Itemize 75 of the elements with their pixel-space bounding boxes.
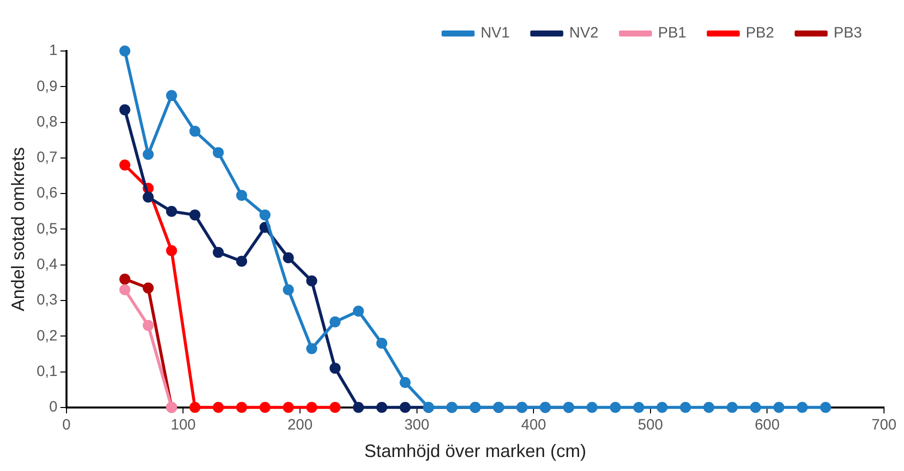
point: [142, 148, 154, 160]
point: [166, 245, 178, 256]
point: [306, 275, 318, 286]
y-tick-label: 1: [49, 42, 58, 60]
point: [189, 402, 200, 413]
point: [119, 46, 130, 56]
point: [330, 402, 341, 413]
point: [166, 206, 178, 217]
point: [119, 104, 130, 116]
legend-label: PB2: [746, 24, 774, 42]
x-tick-label: 400: [521, 416, 546, 434]
point: [142, 282, 154, 294]
point: [400, 376, 411, 388]
point: [680, 402, 691, 413]
x-tick-label: 300: [404, 416, 430, 434]
point: [189, 126, 200, 137]
y-tick-label: 0,6: [36, 184, 58, 202]
point: [820, 402, 832, 413]
point: [212, 246, 224, 258]
point: [189, 209, 200, 220]
y-tick-label: 0,9: [36, 78, 58, 95]
x-tick-label: 100: [170, 416, 196, 434]
point: [306, 402, 318, 413]
y-axis-title: Andel sotad omkrets: [8, 147, 28, 312]
x-axis-title: Stamhöjd över marken (cm): [364, 441, 586, 462]
y-tick-label: 0,3: [36, 292, 58, 309]
point: [376, 338, 388, 349]
point: [306, 343, 318, 354]
x-tick-label: 500: [638, 416, 663, 434]
point: [282, 252, 294, 264]
point: [282, 402, 294, 413]
point: [633, 402, 644, 413]
point: [142, 320, 154, 331]
point: [400, 402, 411, 413]
y-tick-label: 0,8: [36, 113, 58, 130]
point: [330, 316, 341, 328]
x-tick-label: 200: [288, 416, 313, 434]
point: [212, 147, 224, 158]
point: [352, 402, 364, 413]
point: [142, 192, 154, 203]
x-tick-label: 700: [871, 416, 897, 434]
y-tick-label: 0: [49, 398, 58, 416]
y-tick-label: 0,4: [36, 256, 58, 273]
point: [610, 402, 621, 413]
point: [726, 402, 738, 413]
x-tick-label: 0: [62, 416, 71, 434]
point: [119, 284, 130, 296]
point: [750, 402, 762, 413]
point: [236, 402, 248, 413]
point: [119, 160, 130, 171]
legend-label: NV2: [569, 24, 598, 42]
point: [236, 256, 248, 267]
point: [260, 402, 270, 413]
point: [330, 362, 341, 374]
point: [352, 306, 364, 317]
y-tick-label: 0,2: [36, 327, 58, 344]
point: [236, 190, 248, 201]
y-tick-label: 0,1: [36, 362, 58, 380]
point: [796, 402, 808, 413]
y-tick-label: 0,5: [36, 220, 58, 238]
point: [656, 402, 668, 413]
point: [376, 402, 388, 413]
point: [212, 402, 224, 413]
point: [586, 402, 598, 413]
point: [282, 284, 294, 296]
legend-label: PB1: [658, 24, 686, 42]
y-tick-label: 0,7: [36, 149, 58, 166]
point: [119, 274, 130, 285]
x-tick-label: 600: [754, 416, 780, 434]
legend-label: PB3: [834, 24, 862, 42]
point: [773, 402, 784, 413]
legend-label: NV1: [480, 24, 510, 42]
point: [260, 209, 270, 220]
point: [703, 402, 714, 413]
point: [166, 90, 178, 102]
